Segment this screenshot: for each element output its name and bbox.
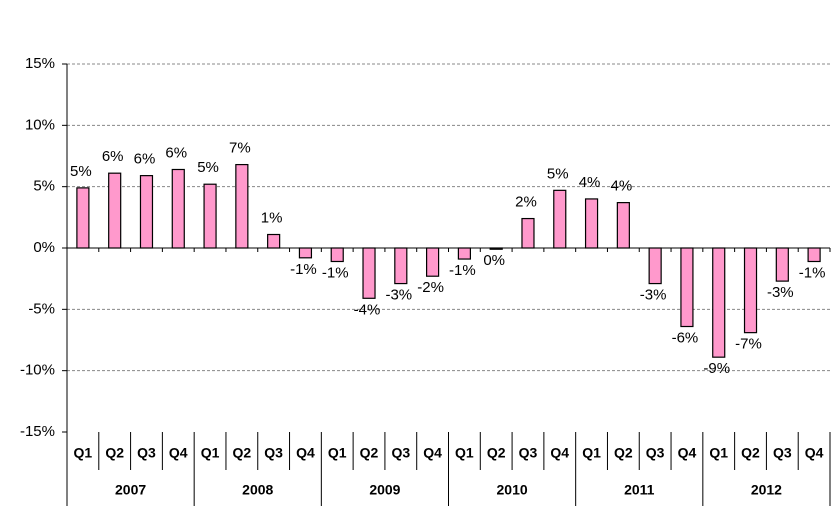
bar <box>648 247 662 285</box>
data-label: -4% <box>354 301 381 318</box>
x-tick-label: Q2 <box>614 445 633 461</box>
y-tick-label: -10% <box>20 362 55 379</box>
x-tick-label: Q2 <box>105 445 124 461</box>
y-tick-label: 10% <box>25 116 55 133</box>
x-tick-label: Q4 <box>678 445 697 461</box>
y-tick-label: -15% <box>20 423 55 440</box>
data-label: -2% <box>417 279 444 296</box>
x-group-label: 2012 <box>751 482 782 498</box>
x-tick-label: Q1 <box>709 445 728 461</box>
data-label: 7% <box>229 140 251 157</box>
data-label: -7% <box>735 336 762 353</box>
bar <box>330 247 344 263</box>
bar <box>203 183 217 249</box>
x-tick-label: Q3 <box>519 445 538 461</box>
bar <box>108 172 122 249</box>
data-label: -3% <box>640 287 667 304</box>
bar <box>457 247 471 260</box>
bar <box>680 247 694 328</box>
bar <box>426 247 440 277</box>
x-tick-label: Q1 <box>455 445 474 461</box>
bar <box>712 247 726 358</box>
y-tick-label: 15% <box>25 55 55 72</box>
x-tick-label: Q4 <box>805 445 824 461</box>
bar <box>394 247 408 285</box>
x-tick-label: Q2 <box>741 445 760 461</box>
bar <box>584 198 599 249</box>
data-label: 4% <box>579 174 601 191</box>
y-tick-label: 0% <box>33 239 55 256</box>
data-label: 5% <box>197 159 219 176</box>
bar <box>743 247 758 334</box>
data-label: -1% <box>449 262 476 279</box>
bar <box>616 202 630 249</box>
x-tick-label: Q3 <box>646 445 665 461</box>
data-label: 1% <box>261 209 283 226</box>
x-tick-label: Q4 <box>169 445 188 461</box>
x-tick-label: Q1 <box>328 445 347 461</box>
x-tick-label: Q3 <box>137 445 156 461</box>
x-group-label: 2011 <box>624 482 655 498</box>
x-tick-label: Q4 <box>423 445 442 461</box>
bar <box>775 247 789 282</box>
bar <box>139 175 154 249</box>
x-group-label: 2010 <box>497 482 528 498</box>
data-label: -3% <box>385 287 412 304</box>
data-label: 5% <box>547 165 569 182</box>
data-label: 4% <box>611 178 633 195</box>
bar <box>298 247 313 259</box>
data-label: 0% <box>483 252 505 269</box>
y-tick-label: -5% <box>28 300 55 317</box>
bar <box>553 189 567 249</box>
x-tick-label: Q1 <box>201 445 220 461</box>
x-tick-label: Q3 <box>391 445 410 461</box>
x-tick-label: Q3 <box>773 445 792 461</box>
y-tick-label: 5% <box>33 178 55 195</box>
data-label: -6% <box>672 329 699 346</box>
bar <box>76 187 90 249</box>
x-tick-label: Q2 <box>233 445 252 461</box>
x-tick-label: Q2 <box>487 445 506 461</box>
x-tick-label: Q2 <box>360 445 379 461</box>
x-tick-label: Q4 <box>550 445 569 461</box>
bar <box>171 168 185 249</box>
data-label: 6% <box>102 148 124 165</box>
bar <box>362 247 376 299</box>
x-group-label: 2009 <box>369 482 400 498</box>
bar <box>807 247 821 263</box>
bar <box>521 217 535 249</box>
bar <box>267 233 281 249</box>
data-label: -1% <box>290 261 317 278</box>
x-group-label: 2007 <box>115 482 146 498</box>
x-tick-label: Q3 <box>264 445 283 461</box>
x-tick-label: Q4 <box>296 445 315 461</box>
data-label: 6% <box>134 151 156 168</box>
data-label: 6% <box>165 144 187 161</box>
data-label: -3% <box>767 284 794 301</box>
x-tick-label: Q1 <box>582 445 601 461</box>
x-group-label: 2008 <box>242 482 273 498</box>
data-label: 5% <box>70 163 92 180</box>
data-label: -1% <box>322 264 349 281</box>
x-tick-label: Q1 <box>74 445 93 461</box>
data-label: -9% <box>703 360 730 377</box>
bar <box>235 163 249 249</box>
data-label: 2% <box>515 194 537 211</box>
data-label: -1% <box>799 264 826 281</box>
